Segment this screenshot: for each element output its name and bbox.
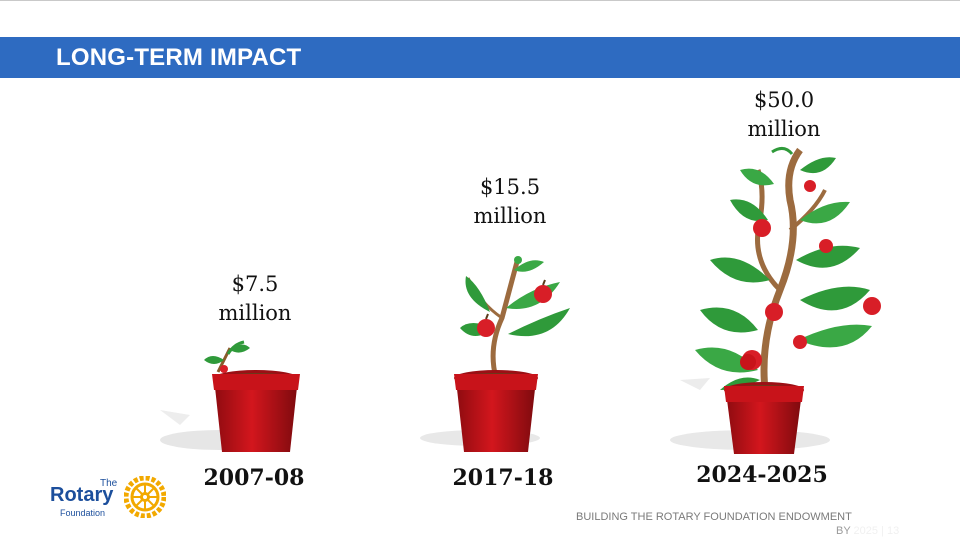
year-label-3: 2024-2025 xyxy=(696,462,828,488)
logo-the-text: The xyxy=(100,478,118,489)
year-label-1: 2007-08 xyxy=(203,465,305,491)
amount-unit-2: million xyxy=(473,204,547,228)
amount-value-1: $7.5 xyxy=(231,272,279,296)
amount-value-2: $15.5 xyxy=(479,175,541,199)
footer-text: BUILDING THE ROTARY FOUNDATION ENDOWMENT xyxy=(576,511,852,523)
rotary-foundation-logo: The Rotary Foundation xyxy=(48,472,168,524)
rotary-wheel-icon xyxy=(124,476,166,518)
logo-name-text: Rotary xyxy=(50,484,114,506)
title-bar xyxy=(0,37,960,78)
amount-unit-1: million xyxy=(218,301,292,325)
apple-tree-pot-icon xyxy=(670,147,881,454)
logo-sub-text: Foundation xyxy=(60,508,106,518)
amount-label-1: $7.5 million xyxy=(175,270,335,328)
year-label-2: 2017-18 xyxy=(452,465,554,491)
top-strip xyxy=(0,0,960,37)
sprout-pot-icon xyxy=(160,340,300,452)
page-title: LONG-TERM IMPACT xyxy=(56,44,302,71)
young-tree-pot-icon xyxy=(420,256,570,452)
amount-label-2: $15.5 million xyxy=(430,173,590,231)
footer-fade xyxy=(852,525,960,540)
amount-value-3: $50.0 xyxy=(753,88,815,112)
amount-label-3: $50.0 million xyxy=(704,86,864,144)
amount-unit-3: million xyxy=(747,117,821,141)
